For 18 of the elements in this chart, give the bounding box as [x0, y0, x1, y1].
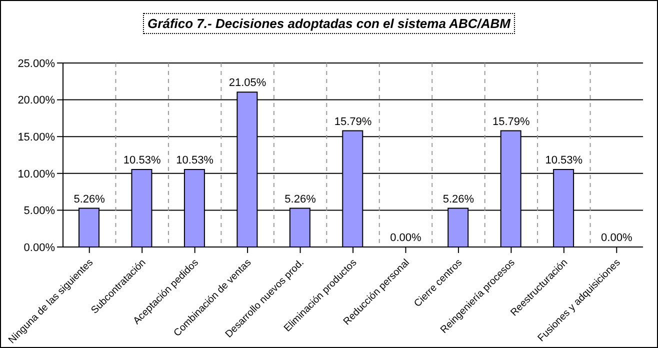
data-label: 10.53%: [176, 154, 214, 166]
data-label: 5.26%: [442, 193, 474, 206]
data-label: 5.26%: [74, 193, 106, 206]
data-label: 21.05%: [228, 77, 266, 90]
chart-title: Gráfico 7.- Decisiones adoptadas con el sistema ABC/ABM: [142, 13, 516, 34]
data-label: 0.00%: [390, 232, 422, 244]
data-label: 0.00%: [601, 232, 632, 244]
y-tick-label: 10.00%: [18, 168, 56, 180]
y-tick-label: 25.00%: [18, 58, 56, 70]
data-label: 10.53%: [545, 154, 583, 166]
data-label: 15.79%: [334, 116, 372, 128]
y-tick-label: 20.00%: [18, 94, 56, 107]
data-label: 10.53%: [123, 154, 161, 166]
y-tick-label: 15.00%: [18, 132, 56, 144]
data-label: 15.79%: [492, 116, 530, 128]
y-tick-label: 0.00%: [24, 242, 56, 254]
data-label: 5.26%: [284, 193, 316, 206]
y-tick-label: 5.00%: [24, 205, 56, 218]
